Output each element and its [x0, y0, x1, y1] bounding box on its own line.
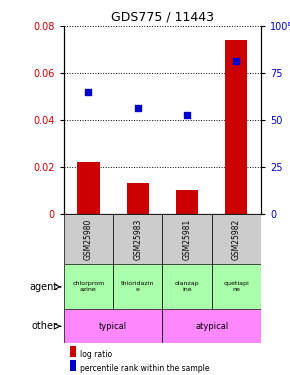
Text: percentile rank within the sample: percentile rank within the sample — [80, 364, 210, 373]
Point — [234, 58, 239, 64]
Bar — [64, 264, 113, 309]
Bar — [212, 264, 261, 309]
Text: atypical: atypical — [195, 322, 228, 331]
Bar — [64, 309, 162, 343]
Bar — [176, 190, 198, 214]
Text: GSM25981: GSM25981 — [182, 218, 192, 259]
Title: GDS775 / 11443: GDS775 / 11443 — [111, 11, 214, 24]
Text: quetiapi
ne: quetiapi ne — [224, 282, 249, 292]
Text: log ratio: log ratio — [80, 350, 113, 359]
Text: GSM25980: GSM25980 — [84, 218, 93, 260]
Text: typical: typical — [99, 322, 127, 331]
Bar — [162, 264, 212, 309]
Bar — [212, 214, 261, 264]
Text: GSM25982: GSM25982 — [232, 218, 241, 259]
Bar — [127, 183, 149, 214]
Text: olanzap
ine: olanzap ine — [175, 282, 199, 292]
Bar — [225, 40, 247, 214]
Point — [86, 89, 91, 95]
Bar — [113, 214, 162, 264]
Text: GSM25983: GSM25983 — [133, 218, 142, 260]
Bar — [77, 162, 99, 214]
Point — [185, 112, 189, 118]
Point — [135, 105, 140, 111]
Text: other: other — [32, 321, 58, 331]
Bar — [162, 214, 212, 264]
Text: agent: agent — [30, 282, 58, 292]
Bar — [113, 264, 162, 309]
Bar — [64, 214, 113, 264]
Text: chlorprom
azine: chlorprom azine — [72, 282, 105, 292]
Bar — [162, 309, 261, 343]
Text: thioridazin
e: thioridazin e — [121, 282, 155, 292]
